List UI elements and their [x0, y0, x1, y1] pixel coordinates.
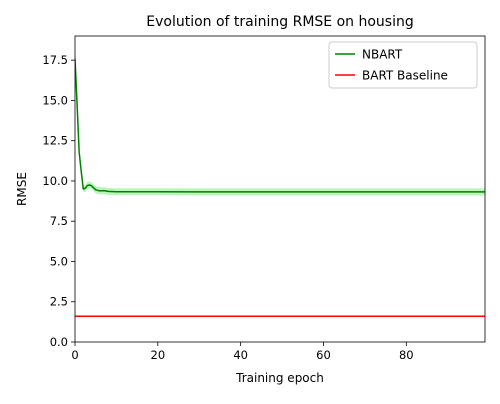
y-tick-label: 7.5 [50, 214, 68, 228]
plot-frame [74, 35, 486, 343]
x-tick-label: 60 [316, 348, 331, 362]
legend-box [328, 41, 478, 89]
x-axis-label: Training epoch [235, 371, 324, 385]
x-tick-label: 20 [151, 348, 166, 362]
series-nbart-line [75, 58, 485, 193]
y-tick-label: 15.0 [42, 93, 68, 107]
legend-label-nbart: NBART [362, 48, 403, 62]
axes: 0 20 40 60 80 0.0 2.5 5.0 7.5 10.0 12.5 15.0 17.5 [42, 35, 486, 362]
x-tick-label: 40 [233, 348, 248, 362]
x-tick-label: 80 [399, 348, 414, 362]
y-tick-label: 0.0 [50, 335, 68, 349]
y-tick-label: 10.0 [42, 174, 68, 188]
legend-label-bart-baseline: BART Baseline [362, 69, 448, 83]
y-axis-label: RMSE [15, 172, 29, 206]
y-tick-label: 17.5 [42, 53, 68, 67]
x-tick-label: 0 [71, 348, 78, 362]
y-tick-label: 5.0 [50, 254, 68, 268]
y-tick-label: 12.5 [42, 134, 68, 148]
legend: NBART BART Baseline [328, 41, 478, 89]
y-tick-label: 2.5 [50, 295, 68, 309]
plot-area [75, 55, 485, 317]
chart-title: Evolution of training RMSE on housing [146, 14, 414, 30]
